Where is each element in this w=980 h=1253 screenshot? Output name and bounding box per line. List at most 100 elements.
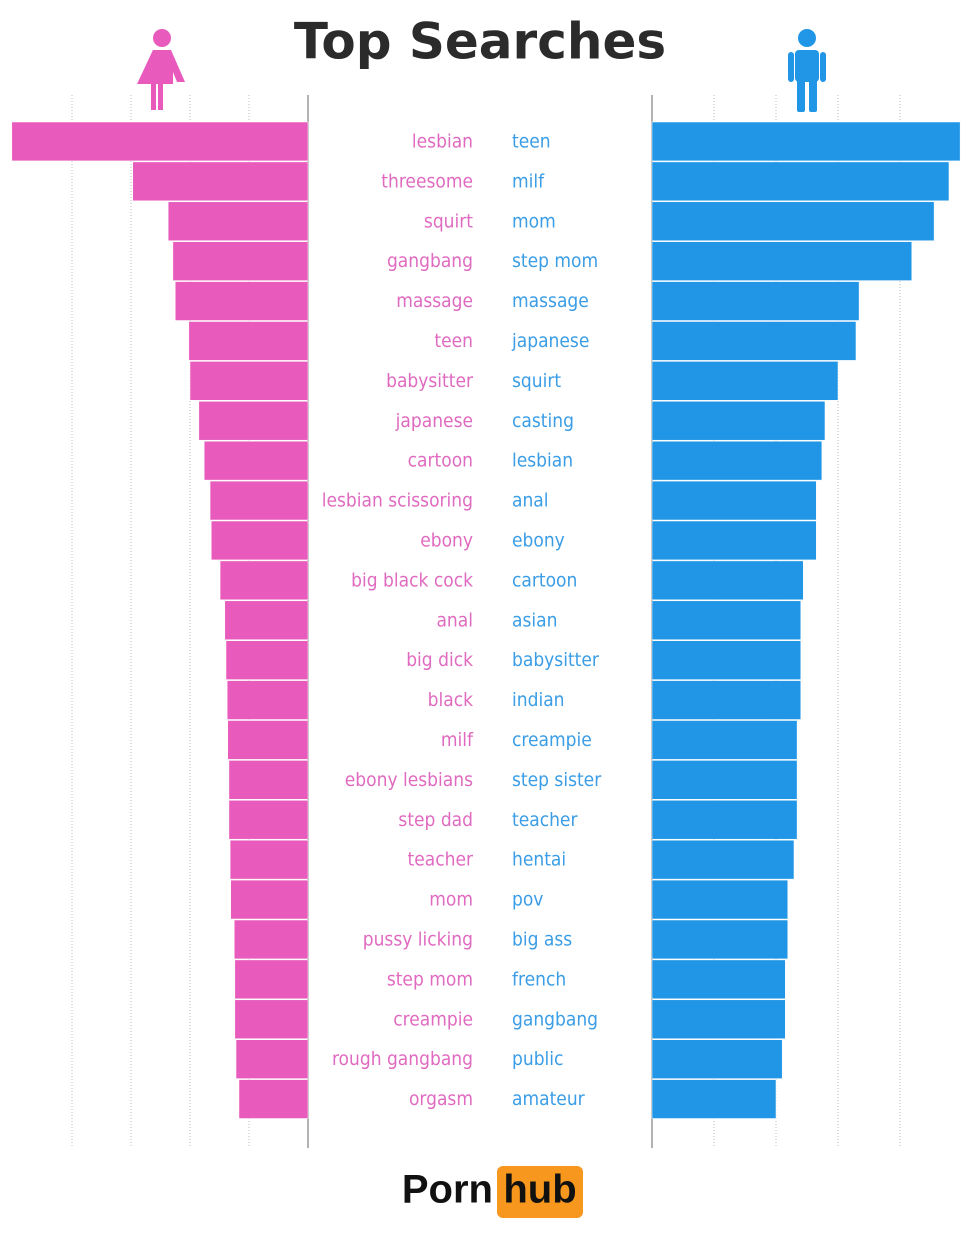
bar <box>651 600 802 640</box>
category-label: squirt <box>512 370 561 392</box>
category-label: asian <box>512 609 557 631</box>
bar <box>651 839 795 880</box>
bar <box>651 879 789 920</box>
category-label: hentai <box>512 849 566 871</box>
category-label: cartoon <box>408 450 473 472</box>
bar <box>175 281 309 321</box>
logo-box <box>497 1166 583 1218</box>
bar <box>225 640 309 680</box>
female-icon <box>137 29 185 110</box>
category-label: big ass <box>512 928 572 950</box>
category-label: public <box>512 1048 563 1070</box>
category-label: japanese <box>511 330 589 352</box>
category-label: creampie <box>393 1008 473 1030</box>
category-label: orgasm <box>409 1088 473 1110</box>
category-label: french <box>512 968 566 990</box>
bar <box>167 201 309 241</box>
logo-hub: hub <box>503 1168 576 1212</box>
bar <box>235 1039 309 1079</box>
category-label: japanese <box>395 410 473 432</box>
bar <box>651 201 935 241</box>
bar <box>228 760 309 800</box>
male-icon <box>788 29 826 112</box>
category-label: babysitter <box>386 370 474 392</box>
bar <box>651 480 817 521</box>
bar <box>651 560 804 601</box>
category-label: milf <box>441 729 474 751</box>
category-label: lesbian <box>512 450 573 472</box>
bar <box>651 640 802 680</box>
category-label: black <box>428 689 473 711</box>
bar <box>651 401 826 441</box>
bar <box>234 999 309 1039</box>
bar <box>209 480 309 521</box>
bar <box>219 560 309 601</box>
bar <box>172 241 309 281</box>
logo-porn: Porn <box>402 1168 493 1212</box>
bar <box>651 919 789 960</box>
category-label: threesome <box>381 170 473 192</box>
category-label: anal <box>436 609 473 631</box>
bar <box>651 959 786 1000</box>
category-label: mom <box>512 210 556 232</box>
bar <box>651 440 823 481</box>
category-label: ebony <box>512 529 565 551</box>
bar <box>234 919 309 960</box>
bar <box>234 959 309 1000</box>
category-label: lesbian scissoring <box>322 490 473 512</box>
bar <box>651 321 857 361</box>
bar <box>11 121 309 162</box>
bar <box>651 760 798 800</box>
bar <box>651 800 798 840</box>
category-label: step sister <box>512 769 602 791</box>
category-label: anal <box>512 490 549 512</box>
bar <box>132 161 309 202</box>
category-label: ebony lesbians <box>345 769 473 791</box>
bar <box>230 879 309 920</box>
bar <box>651 241 913 281</box>
bar <box>651 680 802 720</box>
category-label: pussy licking <box>363 928 473 950</box>
category-label: pov <box>512 889 543 911</box>
category-label: teacher <box>512 809 578 831</box>
bar <box>228 800 309 840</box>
bar <box>210 520 309 561</box>
bar <box>651 281 860 321</box>
category-label: cartoon <box>512 569 577 591</box>
bar <box>651 1079 777 1119</box>
category-label: teen <box>512 130 551 152</box>
bar <box>651 121 961 162</box>
category-label: mom <box>429 889 473 911</box>
bar <box>188 321 309 361</box>
bar <box>651 361 839 401</box>
category-label: creampie <box>512 729 592 751</box>
category-label: casting <box>512 410 574 432</box>
bar <box>651 161 950 202</box>
category-label: amateur <box>512 1088 586 1110</box>
bar <box>651 520 817 561</box>
bar <box>227 720 309 760</box>
category-label: teacher <box>408 849 474 871</box>
bar <box>203 440 309 481</box>
category-label: squirt <box>424 210 473 232</box>
bar <box>198 401 309 441</box>
category-label: massage <box>396 290 473 312</box>
category-label: ebony <box>420 529 473 551</box>
category-label: gangbang <box>512 1008 598 1030</box>
category-label: massage <box>512 290 589 312</box>
bar <box>238 1079 309 1119</box>
bar <box>226 680 309 720</box>
bar <box>189 361 309 401</box>
bar <box>651 999 786 1039</box>
category-label: milf <box>512 170 545 192</box>
category-label: step mom <box>387 968 473 990</box>
bar <box>651 1039 783 1079</box>
category-label: rough gangbang <box>332 1048 473 1070</box>
chart-title: Top Searches <box>294 13 666 71</box>
category-label: big black cock <box>351 569 473 591</box>
category-label: lesbian <box>412 130 473 152</box>
bar <box>229 839 309 880</box>
bar <box>224 600 309 640</box>
